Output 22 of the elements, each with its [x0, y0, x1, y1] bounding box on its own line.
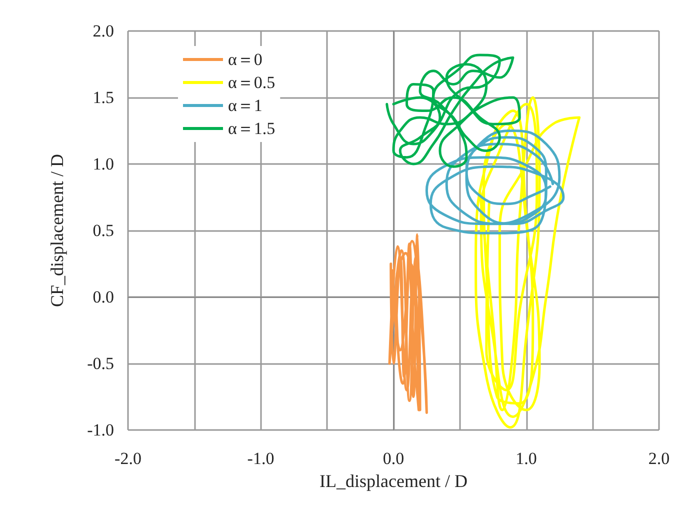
- legend-label: α＝0.5: [228, 73, 276, 92]
- y-axis-title: CF_displacement / D: [47, 154, 67, 307]
- line-series: [474, 96, 581, 429]
- y-tick-label: 2.0: [92, 22, 114, 40]
- line-series: [386, 54, 521, 168]
- line-series: [388, 233, 428, 414]
- x-tick-label: 1.0: [516, 449, 537, 468]
- y-tick-label: -1.0: [87, 420, 114, 440]
- x-axis-title: IL_displacement / D: [320, 471, 468, 491]
- y-tick-label: -0.5: [87, 354, 114, 373]
- y-tick-label: 0.0: [92, 288, 114, 306]
- legend-label: α＝0: [228, 50, 262, 69]
- legend-label: α＝1.5: [228, 119, 276, 138]
- y-tick-label: 1.0: [92, 154, 114, 174]
- x-tick-label: -2.0: [114, 449, 142, 468]
- x-tick-label: -1.0: [247, 449, 274, 468]
- y-tick-label: 0.5: [92, 221, 114, 240]
- y-tick-label: 1.5: [92, 88, 114, 107]
- x-tick-label: 2.0: [648, 449, 670, 468]
- x-tick-label: 0.0: [382, 449, 404, 468]
- legend-label: α＝1: [228, 96, 262, 115]
- line-series: [425, 130, 565, 234]
